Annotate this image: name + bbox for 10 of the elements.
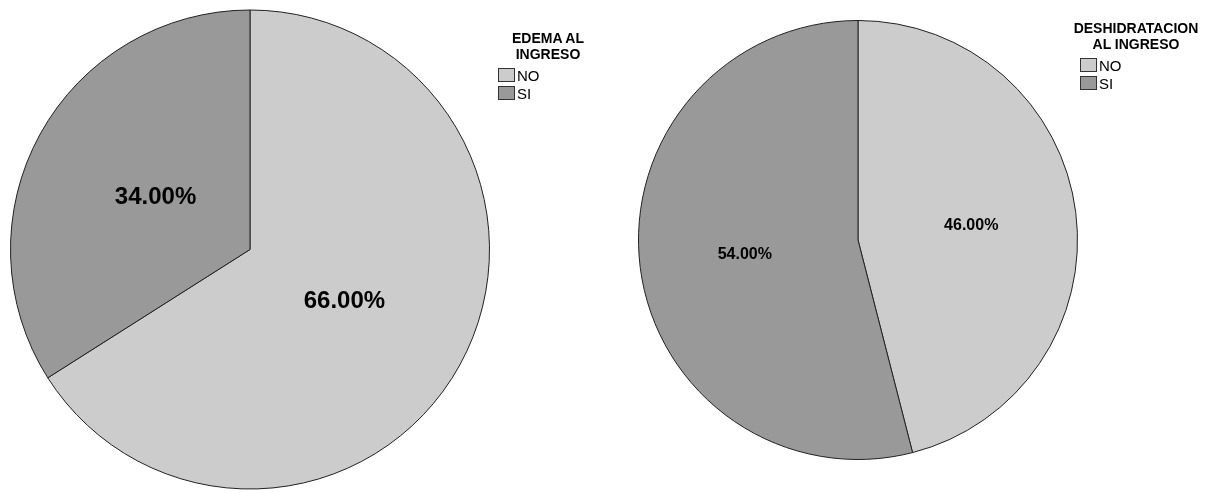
data-label: 66.00% [303, 286, 386, 314]
legend-label: NO [517, 66, 540, 84]
legend-label: SI [517, 84, 532, 102]
data-label: 54.00% [717, 244, 772, 262]
legend-title: EDEMA AL INGRESO [510, 30, 586, 62]
data-label: 34.00% [114, 182, 197, 210]
legend-label: NO [1099, 56, 1122, 74]
legend-title: DESHIDRATACION AL INGRESO [1072, 20, 1200, 52]
legend-label: SI [1099, 74, 1114, 92]
data-label: 46.00% [944, 216, 999, 234]
